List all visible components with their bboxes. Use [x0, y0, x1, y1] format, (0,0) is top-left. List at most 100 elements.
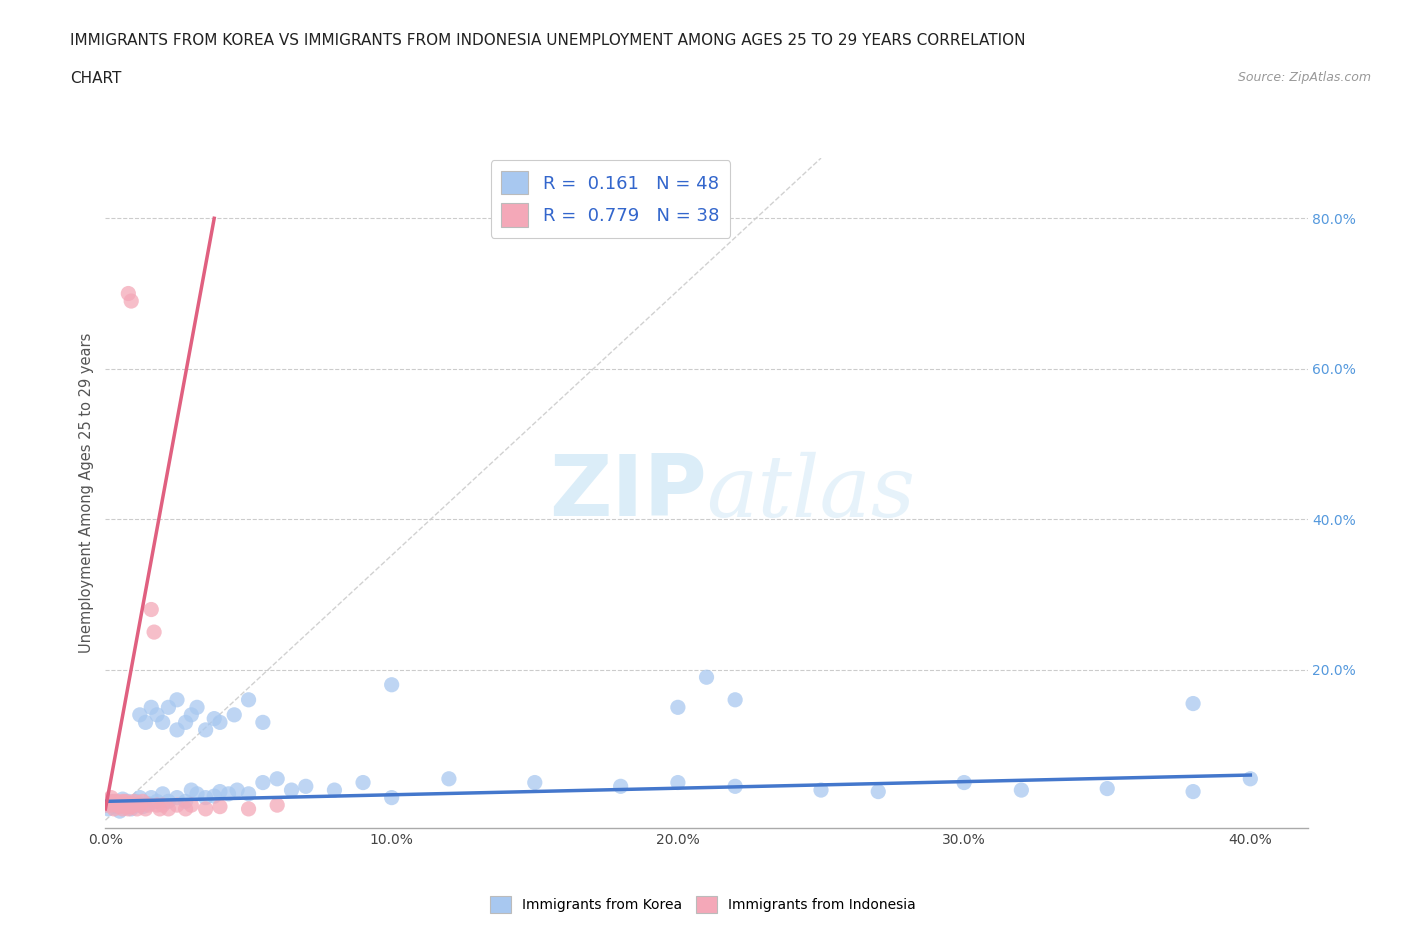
- Point: [194, 790, 217, 805]
- Point: [208, 715, 231, 730]
- Point: [666, 775, 689, 790]
- Point: [202, 711, 225, 726]
- Point: [103, 802, 125, 817]
- Point: [108, 804, 131, 818]
- Point: [103, 799, 125, 814]
- Point: [381, 790, 404, 805]
- Point: [103, 794, 125, 809]
- Point: [174, 715, 197, 730]
- Point: [131, 799, 153, 814]
- Point: [111, 794, 134, 809]
- Point: [266, 798, 288, 813]
- Point: [252, 775, 274, 790]
- Point: [114, 798, 136, 813]
- Point: [122, 798, 145, 813]
- Point: [180, 708, 202, 723]
- Point: [146, 794, 169, 809]
- Point: [194, 802, 217, 817]
- Point: [105, 796, 128, 811]
- Point: [108, 799, 131, 814]
- Point: [97, 802, 120, 817]
- Point: [131, 794, 153, 809]
- Point: [666, 700, 689, 715]
- Point: [218, 787, 240, 802]
- Point: [94, 798, 117, 813]
- Point: [117, 794, 139, 809]
- Point: [238, 802, 260, 817]
- Point: [128, 790, 150, 805]
- Point: [114, 794, 136, 809]
- Text: ZIP: ZIP: [548, 451, 707, 535]
- Point: [117, 802, 139, 817]
- Point: [696, 670, 718, 684]
- Point: [157, 794, 180, 809]
- Point: [100, 790, 122, 805]
- Point: [100, 794, 122, 809]
- Point: [174, 794, 197, 809]
- Point: [105, 794, 128, 809]
- Point: [122, 798, 145, 813]
- Point: [437, 771, 460, 786]
- Point: [180, 783, 202, 798]
- Point: [135, 715, 157, 730]
- Point: [868, 784, 890, 799]
- Point: [1095, 781, 1118, 796]
- Point: [810, 783, 832, 798]
- Legend: Immigrants from Korea, Immigrants from Indonesia: Immigrants from Korea, Immigrants from I…: [485, 890, 921, 919]
- Point: [226, 783, 249, 798]
- Point: [146, 798, 169, 813]
- Point: [125, 794, 148, 809]
- Point: [141, 700, 163, 715]
- Point: [186, 700, 208, 715]
- Point: [381, 677, 404, 692]
- Point: [152, 798, 174, 813]
- Point: [157, 802, 180, 817]
- Point: [724, 692, 747, 707]
- Point: [166, 798, 188, 813]
- Point: [117, 286, 139, 301]
- Point: [120, 802, 142, 817]
- Point: [152, 715, 174, 730]
- Y-axis label: Unemployment Among Ages 25 to 29 years: Unemployment Among Ages 25 to 29 years: [79, 333, 94, 653]
- Point: [120, 796, 142, 811]
- Text: CHART: CHART: [70, 71, 122, 86]
- Text: Source: ZipAtlas.com: Source: ZipAtlas.com: [1237, 71, 1371, 84]
- Point: [724, 779, 747, 794]
- Text: IMMIGRANTS FROM KOREA VS IMMIGRANTS FROM INDONESIA UNEMPLOYMENT AMONG AGES 25 TO: IMMIGRANTS FROM KOREA VS IMMIGRANTS FROM…: [70, 33, 1026, 47]
- Point: [125, 802, 148, 817]
- Point: [141, 602, 163, 617]
- Point: [128, 708, 150, 723]
- Point: [152, 787, 174, 802]
- Point: [166, 692, 188, 707]
- Point: [1239, 771, 1261, 786]
- Point: [122, 794, 145, 809]
- Point: [1182, 784, 1205, 799]
- Point: [224, 708, 246, 723]
- Point: [295, 779, 318, 794]
- Point: [523, 775, 546, 790]
- Point: [252, 715, 274, 730]
- Point: [1010, 783, 1032, 798]
- Point: [138, 796, 160, 811]
- Point: [609, 779, 631, 794]
- Point: [146, 708, 169, 723]
- Point: [166, 723, 188, 737]
- Point: [352, 775, 374, 790]
- Legend: R =  0.161   N = 48, R =  0.779   N = 38: R = 0.161 N = 48, R = 0.779 N = 38: [491, 161, 730, 237]
- Point: [117, 799, 139, 814]
- Point: [174, 802, 197, 817]
- Point: [208, 784, 231, 799]
- Point: [108, 798, 131, 813]
- Point: [97, 794, 120, 809]
- Point: [141, 790, 163, 805]
- Point: [202, 789, 225, 804]
- Point: [120, 294, 142, 309]
- Point: [111, 791, 134, 806]
- Point: [143, 625, 166, 640]
- Point: [128, 798, 150, 813]
- Point: [266, 771, 288, 786]
- Point: [111, 802, 134, 817]
- Point: [323, 783, 346, 798]
- Text: atlas: atlas: [707, 452, 915, 534]
- Point: [157, 700, 180, 715]
